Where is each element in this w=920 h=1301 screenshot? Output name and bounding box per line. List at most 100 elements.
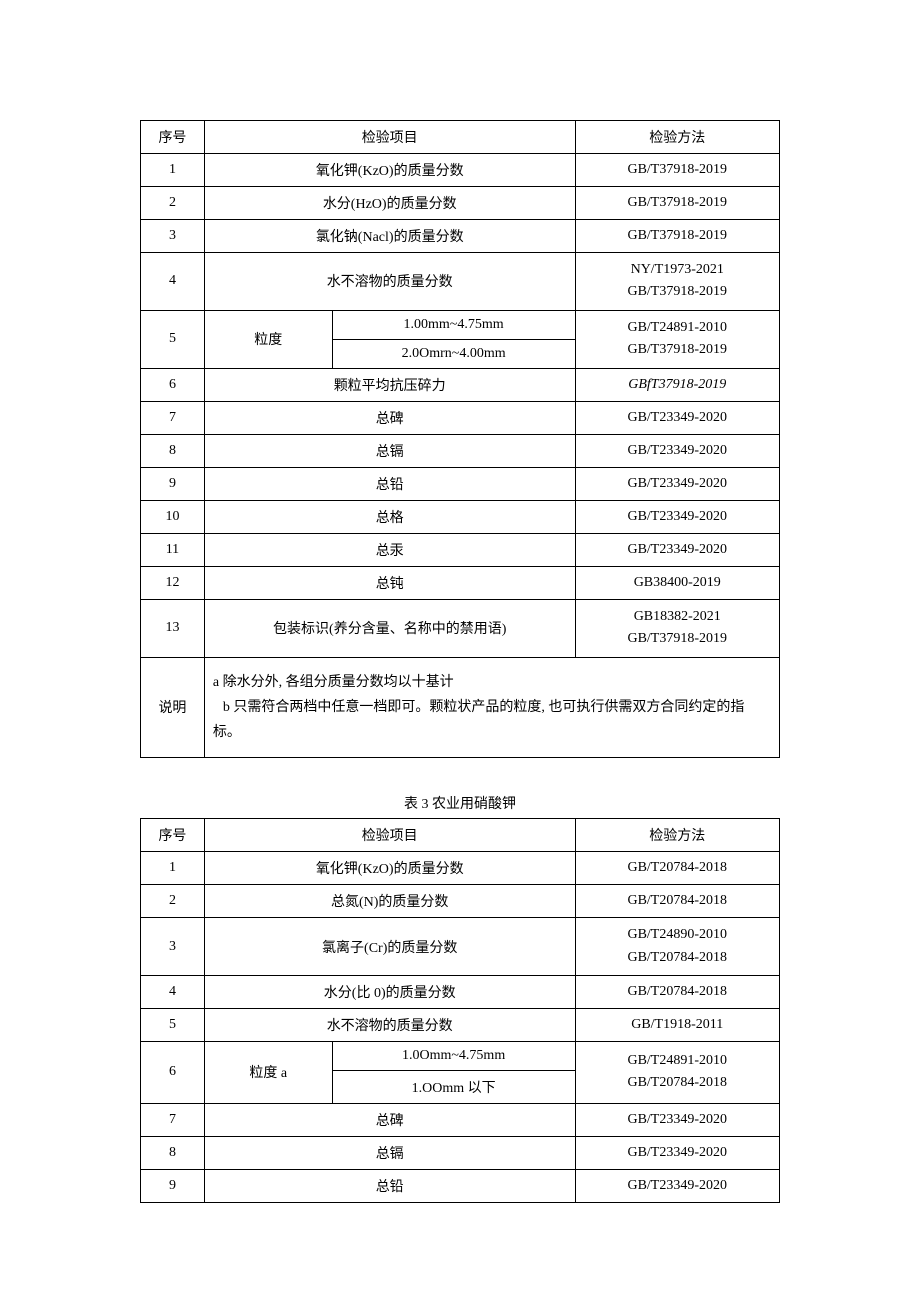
item-cell: 氧化钾(KzO)的质量分数 bbox=[204, 852, 575, 885]
table-row: 9 总铅 GB/T23349-2020 bbox=[141, 467, 780, 500]
item-cell: 总碑 bbox=[204, 401, 575, 434]
table-header-row: 序号 检验项目 检验方法 bbox=[141, 819, 780, 852]
method-line: GB/T24891-2010 bbox=[627, 320, 727, 335]
method-line: NY/T1973-2021 bbox=[631, 262, 724, 277]
seq-cell: 6 bbox=[141, 368, 205, 401]
item-cell: 总铅 bbox=[204, 467, 575, 500]
note-line: b 只需符合两档中任意一档即可。颗粒状产品的粒度, 也可执行供需双方合同约定的指… bbox=[213, 700, 745, 740]
method-cell: NY/T1973-2021 GB/T37918-2019 bbox=[575, 253, 780, 311]
item-cell: 总镉 bbox=[204, 434, 575, 467]
method-cell: GB/T24891-2010 GB/T37918-2019 bbox=[575, 310, 780, 368]
granularity-label: 粒度 a bbox=[204, 1041, 332, 1103]
note-line: a 除水分外, 各组分质量分数均以十基计 bbox=[213, 675, 454, 690]
inspection-table-1: 序号 检验项目 检验方法 1 氧化钾(KzO)的质量分数 GB/T37918-2… bbox=[140, 120, 780, 758]
header-seq: 序号 bbox=[141, 819, 205, 852]
table-row: 6 粒度 a 1.0Omm~4.75mm GB/T24891-2010 GB/T… bbox=[141, 1041, 780, 1070]
method-cell: GB/T24890-2010 GB/T20784-2018 bbox=[575, 918, 780, 976]
seq-cell: 7 bbox=[141, 1103, 205, 1136]
method-line: GB/T37918-2019 bbox=[627, 631, 727, 646]
seq-cell: 11 bbox=[141, 533, 205, 566]
seq-cell: 5 bbox=[141, 310, 205, 368]
table-row: 13 包装标识(养分含量、名称中的禁用语) GB18382-2021 GB/T3… bbox=[141, 599, 780, 657]
table-row: 9 总铅 GB/T23349-2020 bbox=[141, 1169, 780, 1202]
method-line: GB/T24890-2010 bbox=[627, 927, 727, 942]
note-content: a 除水分外, 各组分质量分数均以十基计 b 只需符合两档中任意一档即可。颗粒状… bbox=[204, 657, 779, 758]
table-header-row: 序号 检验项目 检验方法 bbox=[141, 121, 780, 154]
seq-cell: 3 bbox=[141, 220, 205, 253]
method-cell: GB/T24891-2010 GB/T20784-2018 bbox=[575, 1041, 780, 1103]
method-cell: GB/T23349-2020 bbox=[575, 1136, 780, 1169]
seq-cell: 8 bbox=[141, 434, 205, 467]
method-cell: GB18382-2021 GB/T37918-2019 bbox=[575, 599, 780, 657]
table-row: 11 总汞 GB/T23349-2020 bbox=[141, 533, 780, 566]
seq-cell: 4 bbox=[141, 975, 205, 1008]
method-cell: GB/T37918-2019 bbox=[575, 187, 780, 220]
header-method: 检验方法 bbox=[575, 121, 780, 154]
method-line: GB18382-2021 bbox=[634, 609, 721, 624]
item-cell: 水分(HzO)的质量分数 bbox=[204, 187, 575, 220]
seq-cell: 9 bbox=[141, 1169, 205, 1202]
seq-cell: 2 bbox=[141, 885, 205, 918]
table-row: 8 总镉 GB/T23349-2020 bbox=[141, 434, 780, 467]
seq-cell: 7 bbox=[141, 401, 205, 434]
granularity-range: 2.0Omrn~4.00mm bbox=[332, 339, 575, 368]
seq-cell: 9 bbox=[141, 467, 205, 500]
seq-cell: 13 bbox=[141, 599, 205, 657]
seq-cell: 6 bbox=[141, 1041, 205, 1103]
table-row: 1 氧化钾(KzO)的质量分数 GB/T20784-2018 bbox=[141, 852, 780, 885]
seq-cell: 10 bbox=[141, 500, 205, 533]
table-row: 8 总镉 GB/T23349-2020 bbox=[141, 1136, 780, 1169]
item-cell: 总镉 bbox=[204, 1136, 575, 1169]
method-cell: GB/T23349-2020 bbox=[575, 1169, 780, 1202]
item-cell: 总钝 bbox=[204, 566, 575, 599]
item-cell: 总铅 bbox=[204, 1169, 575, 1202]
seq-cell: 2 bbox=[141, 187, 205, 220]
granularity-range: 1.00mm~4.75mm bbox=[332, 310, 575, 339]
seq-cell: 5 bbox=[141, 1008, 205, 1041]
seq-cell: 3 bbox=[141, 918, 205, 976]
item-cell: 水分(比 0)的质量分数 bbox=[204, 975, 575, 1008]
granularity-range: 1.0Omm~4.75mm bbox=[332, 1041, 575, 1070]
seq-cell: 4 bbox=[141, 253, 205, 311]
method-cell: GB/T23349-2020 bbox=[575, 434, 780, 467]
method-line: GB/T37918-2019 bbox=[627, 342, 727, 357]
header-item: 检验项目 bbox=[204, 819, 575, 852]
method-cell: GB/T23349-2020 bbox=[575, 1103, 780, 1136]
item-cell: 包装标识(养分含量、名称中的禁用语) bbox=[204, 599, 575, 657]
granularity-label: 粒度 bbox=[204, 310, 332, 368]
method-cell: GB38400-2019 bbox=[575, 566, 780, 599]
method-cell: GB/T37918-2019 bbox=[575, 154, 780, 187]
method-cell: GB/T37918-2019 bbox=[575, 220, 780, 253]
method-cell: GB/T23349-2020 bbox=[575, 533, 780, 566]
inspection-table-2: 序号 检验项目 检验方法 1 氧化钾(KzO)的质量分数 GB/T20784-2… bbox=[140, 818, 780, 1203]
method-line: GB/T37918-2019 bbox=[627, 284, 727, 299]
method-cell: GB/T23349-2020 bbox=[575, 467, 780, 500]
item-cell: 氯离子(Cr)的质量分数 bbox=[204, 918, 575, 976]
seq-cell: 1 bbox=[141, 852, 205, 885]
method-line: GB/T20784-2018 bbox=[627, 950, 727, 965]
table-row: 4 水不溶物的质量分数 NY/T1973-2021 GB/T37918-2019 bbox=[141, 253, 780, 311]
table-row: 7 总碑 GB/T23349-2020 bbox=[141, 1103, 780, 1136]
item-cell: 氧化钾(KzO)的质量分数 bbox=[204, 154, 575, 187]
table-row: 2 水分(HzO)的质量分数 GB/T37918-2019 bbox=[141, 187, 780, 220]
table-row: 10 总格 GB/T23349-2020 bbox=[141, 500, 780, 533]
seq-cell: 8 bbox=[141, 1136, 205, 1169]
seq-cell: 12 bbox=[141, 566, 205, 599]
header-seq: 序号 bbox=[141, 121, 205, 154]
note-row: 说明 a 除水分外, 各组分质量分数均以十基计 b 只需符合两档中任意一档即可。… bbox=[141, 657, 780, 758]
granularity-range: 1.OOmm 以下 bbox=[332, 1070, 575, 1103]
item-cell: 总汞 bbox=[204, 533, 575, 566]
method-cell: GB/T23349-2020 bbox=[575, 500, 780, 533]
item-cell: 颗粒平均抗压碎力 bbox=[204, 368, 575, 401]
table-row: 6 颗粒平均抗压碎力 GBfT37918-2019 bbox=[141, 368, 780, 401]
method-cell: GBfT37918-2019 bbox=[575, 368, 780, 401]
method-cell: GB/T23349-2020 bbox=[575, 401, 780, 434]
method-cell: GB/T1918-2011 bbox=[575, 1008, 780, 1041]
table-row: 4 水分(比 0)的质量分数 GB/T20784-2018 bbox=[141, 975, 780, 1008]
item-cell: 水不溶物的质量分数 bbox=[204, 1008, 575, 1041]
table-row: 1 氧化钾(KzO)的质量分数 GB/T37918-2019 bbox=[141, 154, 780, 187]
seq-cell: 1 bbox=[141, 154, 205, 187]
method-cell: GB/T20784-2018 bbox=[575, 975, 780, 1008]
method-line: GB/T24891-2010 bbox=[627, 1053, 727, 1068]
item-cell: 总格 bbox=[204, 500, 575, 533]
